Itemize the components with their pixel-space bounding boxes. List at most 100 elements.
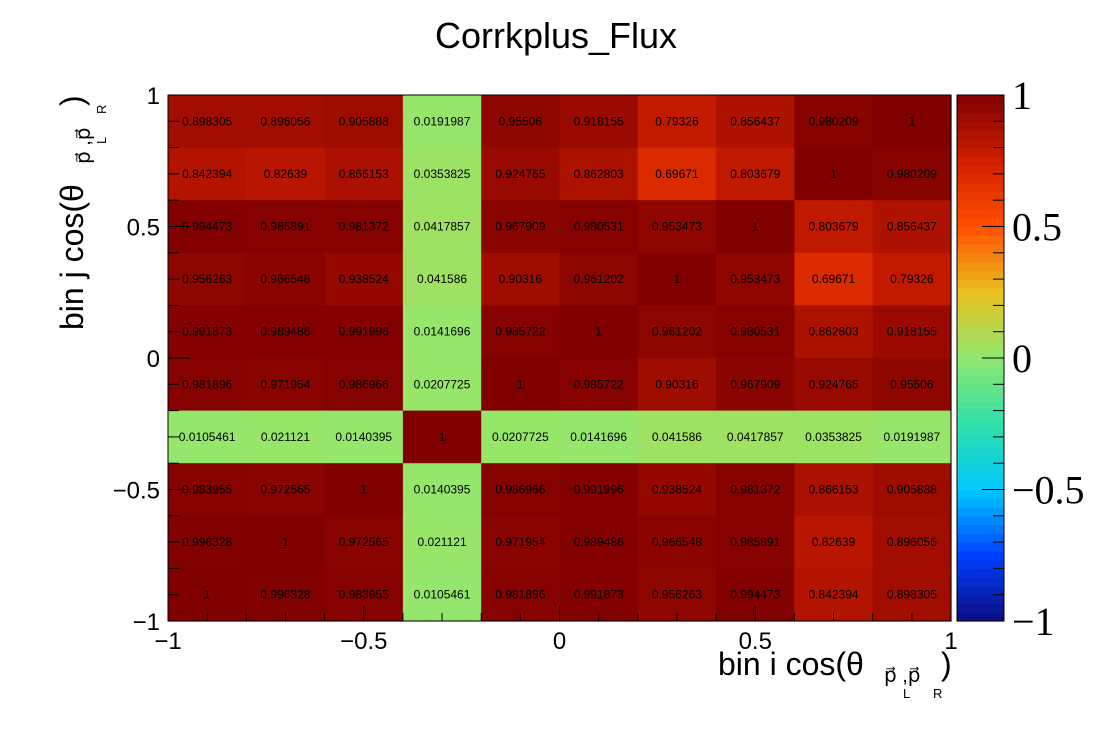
color-scale-band [957,112,1004,122]
x-tick-label: −0.5 [340,628,387,655]
heatmap-cell [324,358,404,412]
color-scale-band [957,95,1004,105]
heatmap-cell [794,463,874,517]
heatmap-cell [402,305,482,359]
cell-value-label: 0.971954 [495,535,545,549]
svg-text:L: L [94,137,109,144]
cell-value-label: 1 [439,430,446,444]
cell-value-label: 0.0140395 [414,483,471,497]
heatmap-cell [637,147,717,201]
x-tick-label: 0 [553,628,566,655]
cell-value-label: 1 [282,535,289,549]
heatmap-cell [872,515,952,569]
heatmap-cell [716,252,795,306]
color-scale-band [957,182,1004,193]
cell-value-label: 0.991873 [182,325,232,339]
heatmap-cell [402,147,482,201]
cell-value-label: 0.986966 [495,483,545,497]
heatmap-cell [402,463,482,517]
cell-value-label: 0.980531 [730,325,780,339]
cell-value-label: 0.0207725 [492,430,549,444]
color-scale-band [957,314,1004,324]
color-scale-band [957,498,1004,508]
heatmap-cell [402,95,482,149]
heatmap-cell [481,305,561,359]
cell-value-label: 0.986966 [339,377,389,391]
cell-value-label: 0.981896 [182,377,232,391]
cell-value-label: 0.90316 [655,377,699,391]
y-axis: −1 −0.5 0 0.5 1 [113,83,190,636]
cell-value-label: 0.898305 [887,588,937,602]
y-tick-label: −1 [133,609,160,636]
heatmap-cell [481,568,561,622]
heatmap-cell [168,568,247,622]
heatmap-cell [794,305,874,359]
heatmap-cell [402,252,482,306]
cell-value-label: 0.898305 [182,114,232,128]
cell-value-label: 0.996328 [260,588,310,602]
cell-labels: 0.898305 0.896056 0.905888 0.0191987 0.95506… [179,114,941,601]
color-scale-band [957,244,1004,254]
y-tick-label: 1 [147,83,160,110]
color-scale-band [957,165,1004,175]
heatmap-cell [716,358,795,412]
heatmap-cell [872,147,952,201]
color-scale-band [957,200,1004,210]
color-scale-band [957,191,1004,201]
color-scale-label: −1 [1012,599,1055,644]
cell-value-label: 0.803679 [730,167,780,181]
color-scale-band [957,103,1004,114]
color-scale-band [957,489,1004,499]
color-scale-band [957,594,1004,605]
heatmap-cell [402,568,482,622]
cell-value-label: 0.905888 [887,483,937,497]
svg-text:bin j cos(θ: bin j cos(θ [54,184,90,330]
heatmap-cell [872,358,952,412]
cell-value-label: 1 [360,483,367,497]
cell-value-label: 1 [204,588,211,602]
color-scale-band [957,384,1004,394]
cell-value-label: 0.905888 [339,114,389,128]
cell-value-label: 0.985722 [495,325,545,339]
svg-text:p⃗ ,p⃗: p⃗ ,p⃗ [884,665,921,687]
cell-value-label: 0.856437 [730,114,780,128]
color-scale-band [957,410,1004,420]
cell-value-label: 0.953473 [730,272,780,286]
cell-value-label: 0.991996 [339,325,389,339]
cell-value-label: 0.956263 [652,588,702,602]
heatmap-cell [716,200,795,254]
heatmap-cell [324,147,404,201]
heatmap-cell [872,95,952,149]
heatmap-cell [481,358,561,412]
heatmap-cell [481,95,561,149]
color-scale-band [957,261,1004,271]
color-scale-label: −0.5 [1012,468,1085,513]
cell-value-label: 0.994473 [730,588,780,602]
x-axis-label: bin i cos(θ p⃗ ,p⃗ L R ) [718,646,952,701]
cell-value-label: 0.996328 [182,535,232,549]
heatmap-cell [324,252,404,306]
cell-value-label: 0.985891 [730,535,780,549]
color-scale-band [957,533,1004,543]
heatmap-cell [246,410,326,464]
color-scale-band [957,208,1004,219]
heatmap-cell [716,515,795,569]
color-scale-band [957,419,1004,429]
cell-value-label: 0.989486 [574,535,624,549]
heatmap-cell [716,305,795,359]
heatmap-cell [637,200,717,254]
heatmap-cell [246,463,326,517]
color-scale-band [957,156,1004,166]
cell-value-label: 0.041586 [417,272,467,286]
cell-value-label: 0.842394 [809,588,859,602]
heatmap-cell [637,358,717,412]
heatmap-cell [794,410,874,464]
heatmap-cell [168,358,247,412]
color-scale-band [957,296,1004,306]
heatmap-cell [794,568,874,622]
cell-value-label: 0.983955 [339,588,389,602]
cell-value-label: 0.953473 [652,220,702,234]
y-axis-label: bin j cos(θ p⃗ ,p⃗ L R ) [54,95,109,330]
cell-value-label: 0.79326 [655,114,699,128]
color-scale-band [957,559,1004,569]
